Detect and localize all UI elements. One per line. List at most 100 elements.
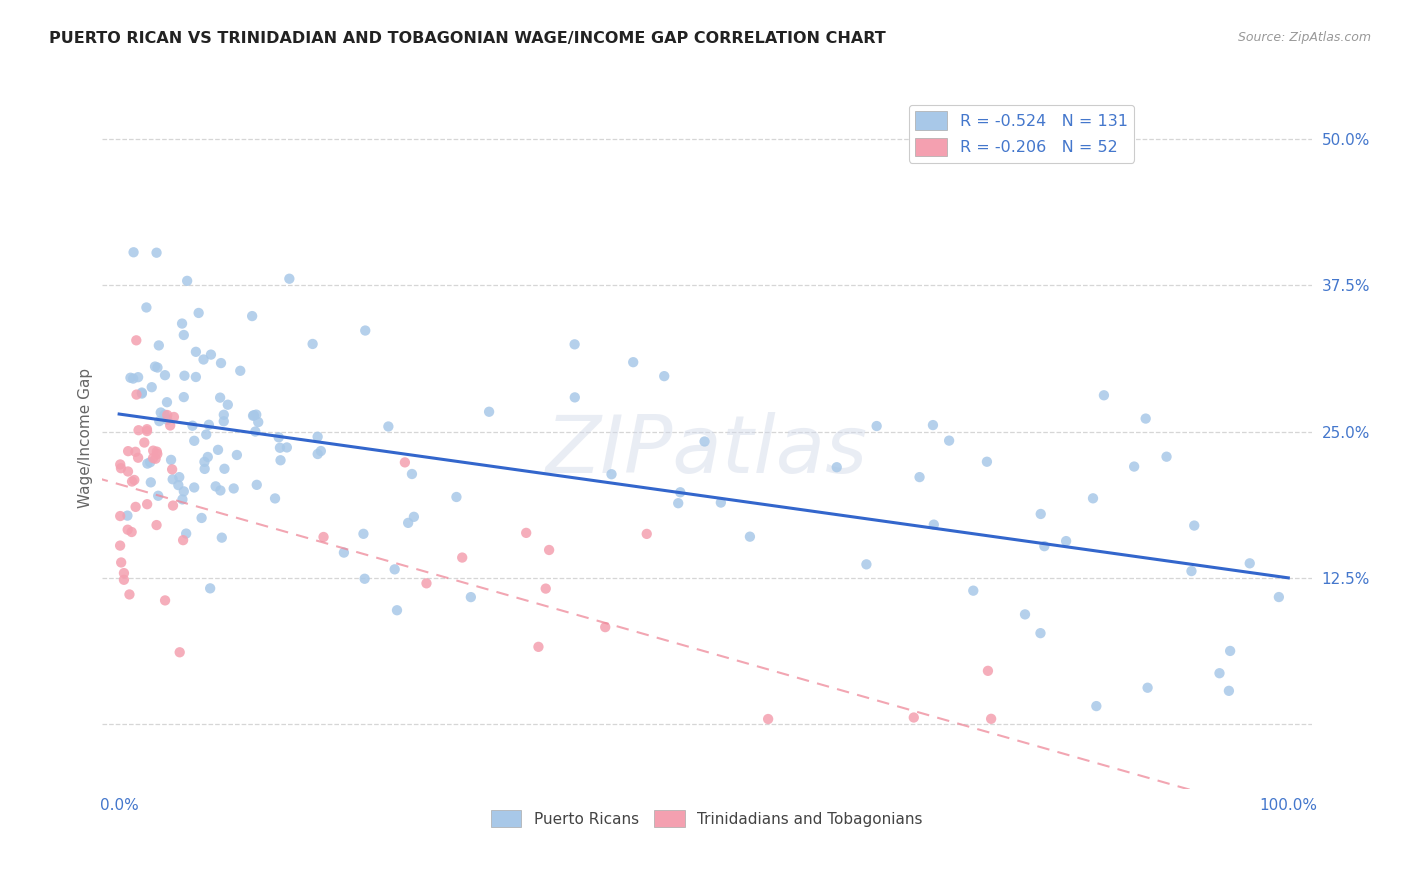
Point xyxy=(1219,644,1241,658)
Point xyxy=(142,450,165,465)
Point xyxy=(564,390,586,404)
Point xyxy=(1092,388,1115,402)
Point xyxy=(710,495,733,509)
Point xyxy=(922,517,945,532)
Point xyxy=(1029,626,1052,640)
Point xyxy=(384,562,406,576)
Point xyxy=(903,710,925,724)
Point xyxy=(153,593,176,607)
Point xyxy=(148,489,170,503)
Point xyxy=(194,462,217,476)
Point xyxy=(309,444,332,458)
Point xyxy=(977,664,1000,678)
Point xyxy=(1180,564,1202,578)
Text: PUERTO RICAN VS TRINIDADIAN AND TOBAGONIAN WAGE/INCOME GAP CORRELATION CHART: PUERTO RICAN VS TRINIDADIAN AND TOBAGONI… xyxy=(49,31,886,46)
Point xyxy=(980,712,1002,726)
Point xyxy=(515,525,537,540)
Point xyxy=(153,368,176,383)
Point xyxy=(593,620,616,634)
Point xyxy=(117,523,139,537)
Point xyxy=(183,434,205,448)
Point xyxy=(162,499,184,513)
Point xyxy=(145,245,167,260)
Point xyxy=(209,356,232,370)
Point xyxy=(142,443,165,458)
Point xyxy=(1135,411,1157,425)
Point xyxy=(120,370,142,384)
Point xyxy=(652,369,675,384)
Point xyxy=(1054,534,1077,549)
Point xyxy=(212,408,235,422)
Point xyxy=(1268,590,1291,604)
Point xyxy=(669,485,692,500)
Point xyxy=(125,334,148,348)
Point xyxy=(377,419,399,434)
Point xyxy=(600,467,623,482)
Point xyxy=(127,370,149,384)
Point xyxy=(538,543,561,558)
Point xyxy=(200,348,222,362)
Point xyxy=(312,530,335,544)
Point xyxy=(247,415,270,429)
Point xyxy=(169,645,191,659)
Point xyxy=(240,309,263,323)
Point xyxy=(139,475,162,490)
Text: ZIPatlas: ZIPatlas xyxy=(546,412,868,491)
Point xyxy=(270,453,292,467)
Point xyxy=(127,450,149,465)
Point xyxy=(621,355,644,369)
Point xyxy=(564,337,586,351)
Point xyxy=(187,306,209,320)
Point xyxy=(117,444,139,458)
Point xyxy=(1239,557,1261,571)
Point xyxy=(307,447,329,461)
Point xyxy=(401,467,423,481)
Point xyxy=(209,483,232,498)
Point xyxy=(118,587,141,601)
Point xyxy=(145,451,167,466)
Point xyxy=(172,492,194,507)
Point xyxy=(136,497,159,511)
Point xyxy=(1218,683,1240,698)
Point xyxy=(307,430,329,444)
Point xyxy=(1033,539,1056,553)
Point xyxy=(402,509,425,524)
Point xyxy=(278,271,301,285)
Point xyxy=(136,424,159,438)
Point xyxy=(146,447,169,461)
Point xyxy=(1029,507,1052,521)
Point xyxy=(245,408,267,422)
Point xyxy=(146,444,169,458)
Point xyxy=(478,405,501,419)
Point xyxy=(108,539,131,553)
Point xyxy=(534,582,557,596)
Point xyxy=(1156,450,1178,464)
Point xyxy=(225,448,247,462)
Point xyxy=(1208,666,1230,681)
Point xyxy=(866,419,889,434)
Point xyxy=(160,462,183,476)
Point xyxy=(385,603,408,617)
Point xyxy=(396,516,419,530)
Point xyxy=(242,409,264,423)
Point xyxy=(1014,607,1036,622)
Point xyxy=(353,572,375,586)
Point xyxy=(1085,699,1108,714)
Point xyxy=(121,524,143,539)
Point xyxy=(267,430,290,444)
Point xyxy=(148,414,170,428)
Point xyxy=(184,370,207,384)
Point xyxy=(211,531,233,545)
Point xyxy=(167,478,190,492)
Point xyxy=(394,455,416,469)
Point xyxy=(204,479,226,493)
Point xyxy=(149,405,172,419)
Point xyxy=(110,556,132,570)
Y-axis label: Wage/Income Gap: Wage/Income Gap xyxy=(79,368,93,508)
Point xyxy=(173,390,195,404)
Point xyxy=(269,441,291,455)
Point xyxy=(108,509,131,524)
Point xyxy=(264,491,287,506)
Point xyxy=(173,328,195,343)
Point xyxy=(139,455,162,469)
